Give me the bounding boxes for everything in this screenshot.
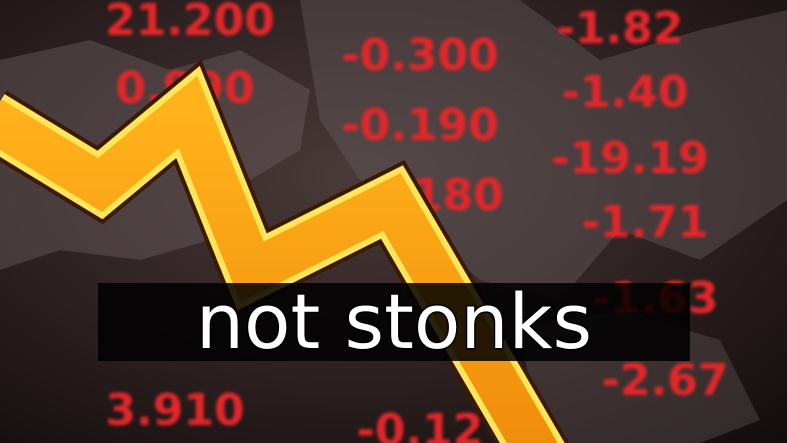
board-number: -0.190 <box>341 100 498 151</box>
board-number: -1.82 <box>557 3 684 54</box>
arrow-body <box>0 75 558 443</box>
board-number: -0.12 <box>357 405 484 443</box>
board-number: 3.910 <box>105 385 244 436</box>
board-number: 21.200 <box>105 0 275 46</box>
board-number: -19.19 <box>551 133 708 184</box>
caption-backdrop <box>98 283 690 361</box>
board-number: -0.300 <box>341 30 498 81</box>
board-number: -1.71 <box>582 197 709 248</box>
caption: not stonks <box>196 277 592 366</box>
down-arrow <box>0 59 570 443</box>
board-number: -2.67 <box>602 355 729 406</box>
board-number: -1.40 <box>562 67 689 118</box>
